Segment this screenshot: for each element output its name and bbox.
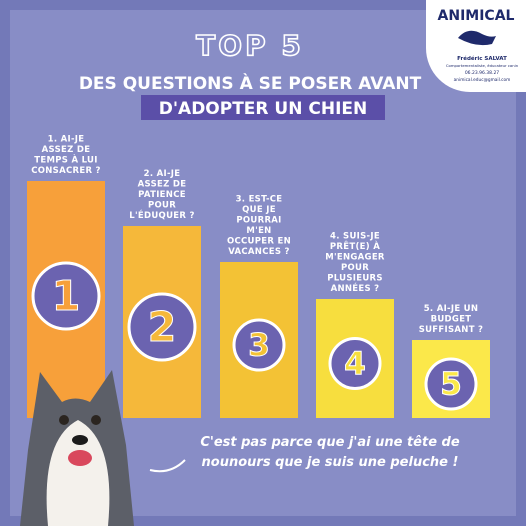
step-question: PLUSIEURS [327,274,383,284]
step-question: ANNÉES ? [331,282,380,294]
dog [20,370,134,526]
step-question: TEMPS À LUI [34,154,97,166]
step-question: POUR [148,201,176,211]
step-question: 3. EST-CE [236,195,283,205]
step-number: 2 [148,303,177,351]
logo-brand: ANIMICAL [438,8,515,24]
step-question: 1. AI-JE [48,135,85,145]
step-question: SUFFISANT ? [419,325,484,335]
step-question: VACANCES ? [228,247,290,257]
step-question: ASSEZ DE [42,145,91,155]
step-question: QUE JE [242,205,276,215]
logo: ANIMICAL Frédéric SALVAT Comportementali… [426,0,526,92]
step-circle [424,357,478,411]
dog-eye [91,415,101,425]
title-line1: DES QUESTIONS À SE POSER AVANT [79,72,422,94]
step-question: POURRAI [236,216,281,226]
step-circle [127,292,197,362]
step-question: M'EN [246,226,271,236]
step-question: OCCUPER EN [227,237,291,247]
logo-icon [458,30,496,46]
step-question: POUR [341,263,369,273]
step-question: PRÊT(E) À [330,240,380,252]
step-number: 1 [52,272,81,320]
quote-line: nounours que je suis une peluche ! [202,455,459,470]
logo-email: animical.educ@gmail.com [454,77,511,83]
step-circle [31,261,101,331]
step-question: BUDGET [431,315,472,325]
title-line2: D'ADOPTER UN CHIEN [159,99,368,119]
logo-name: Frédéric SALVAT [457,55,507,62]
dog-nose [72,435,88,445]
step-number: 3 [248,328,270,364]
quote-line: C'est pas parce que j'ai une tête de [200,435,460,450]
dog-eye [59,415,69,425]
step-question: L'ÉDUQUER ? [129,209,194,221]
title-highlight [141,95,385,120]
step-question: CONSACRER ? [31,166,101,176]
step-question: 2. AI-JE [144,169,181,179]
step-circle [328,337,382,390]
logo-bg [426,0,526,92]
dog-mouth [68,450,92,466]
step-question: M'ENGAGER [325,253,385,263]
step-circle [232,318,286,372]
dog-face [46,420,110,526]
logo-tagline: Comportementaliste, éducateur canin [446,63,519,68]
logo-phone: 06.23.96.38.27 [465,70,499,76]
step-question: 4. SUIS-JE [330,232,380,242]
step-number: 4 [344,346,366,382]
kicker: TOP 5 [196,29,304,62]
step-question: ASSEZ DE [138,180,187,190]
step-number: 5 [440,367,462,403]
step-question: 5. AI-JE UN [424,304,479,314]
step-question: PATIENCE [138,190,186,200]
quote-arrow [149,459,186,473]
